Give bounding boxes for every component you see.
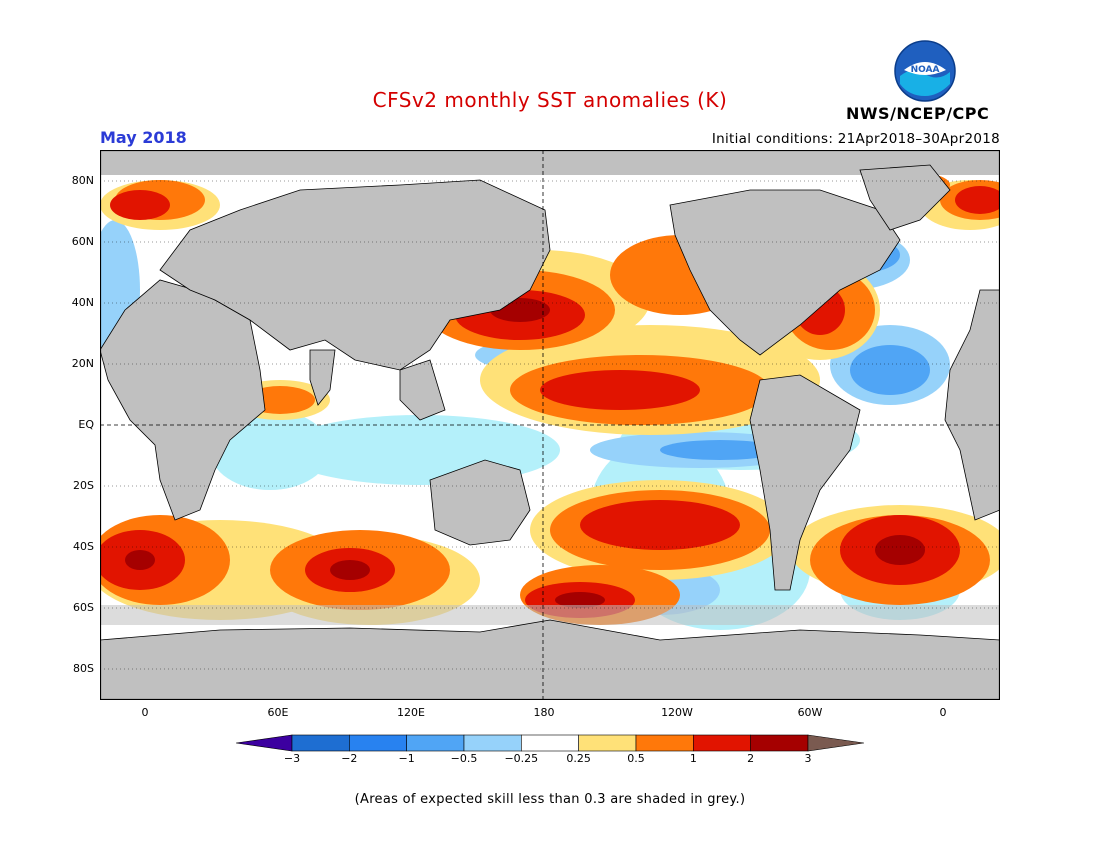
lat-label: 20S — [73, 479, 94, 492]
colorbar-tick-label: −1 — [398, 752, 415, 765]
low-skill-shading — [100, 150, 1000, 625]
colorbar — [236, 734, 864, 752]
colorbar-cell — [635, 734, 694, 752]
colorbar-tick-label: 2 — [747, 752, 755, 765]
lat-label: 20N — [71, 357, 94, 370]
colorbar-cell — [693, 734, 751, 752]
colorbar-cell — [291, 734, 350, 752]
lat-label: EQ — [78, 418, 94, 431]
lat-label: 40S — [73, 540, 94, 553]
colorbar-cell — [578, 734, 637, 752]
colorbar-tick-label: 0.5 — [627, 752, 645, 765]
australia — [429, 459, 531, 546]
colorbar-cell — [463, 734, 522, 752]
antarctica — [100, 619, 1000, 700]
lat-label: 80N — [71, 174, 94, 187]
colorbar-tick-label: 3 — [804, 752, 812, 765]
africa-right — [944, 289, 1000, 521]
lat-label: 60N — [71, 235, 94, 248]
lat-label: 40N — [71, 296, 94, 309]
greenland — [859, 164, 951, 231]
sst-anomaly-map — [100, 150, 1000, 700]
noaa-logo-text: NOAA — [911, 65, 940, 75]
map-frame — [100, 150, 1000, 700]
north-america — [669, 189, 901, 356]
colorbar-cell — [750, 734, 809, 752]
colorbar-tick-label: −3 — [283, 752, 301, 765]
initial-conditions: Initial conditions: 21Apr2018–30Apr2018 — [711, 131, 1000, 147]
colorbar-min-arrow — [236, 734, 293, 752]
colorbar-cell — [406, 734, 465, 752]
colorbar-tick-label: −2 — [341, 752, 358, 765]
eurasia — [159, 179, 551, 371]
lat-label: 80S — [73, 662, 94, 675]
colorbar-tick-label: 0.25 — [566, 752, 591, 765]
lon-label: 0 — [939, 706, 947, 719]
forecast-month: May 2018 — [100, 128, 187, 147]
india — [309, 349, 336, 406]
colorbar-cell — [349, 734, 407, 752]
lon-label: 180 — [533, 706, 555, 719]
south-america — [749, 374, 861, 591]
lon-label: 0 — [141, 706, 149, 719]
colorbar-tick-label: −0.25 — [504, 752, 539, 765]
lon-label: 60W — [797, 706, 823, 719]
colorbar-cell — [521, 734, 579, 752]
map-title: CFSv2 monthly SST anomalies (K) — [372, 88, 728, 112]
agency-label: NWS/NCEP/CPC — [846, 104, 990, 123]
lon-label: 120W — [661, 706, 693, 719]
se-asia — [399, 359, 446, 421]
land-masses — [100, 164, 1000, 700]
lat-label: 60S — [73, 601, 94, 614]
skill-caption: (Areas of expected skill less than 0.3 a… — [354, 792, 746, 807]
colorbar-tick-label: −0.5 — [450, 752, 478, 765]
colorbar-cells — [236, 734, 864, 752]
lon-label: 60E — [267, 706, 289, 719]
noaa-logo: NOAA — [894, 40, 956, 102]
colorbar-max-arrow — [807, 734, 864, 752]
lon-label: 120E — [397, 706, 425, 719]
colorbar-tick-label: 1 — [689, 752, 697, 765]
